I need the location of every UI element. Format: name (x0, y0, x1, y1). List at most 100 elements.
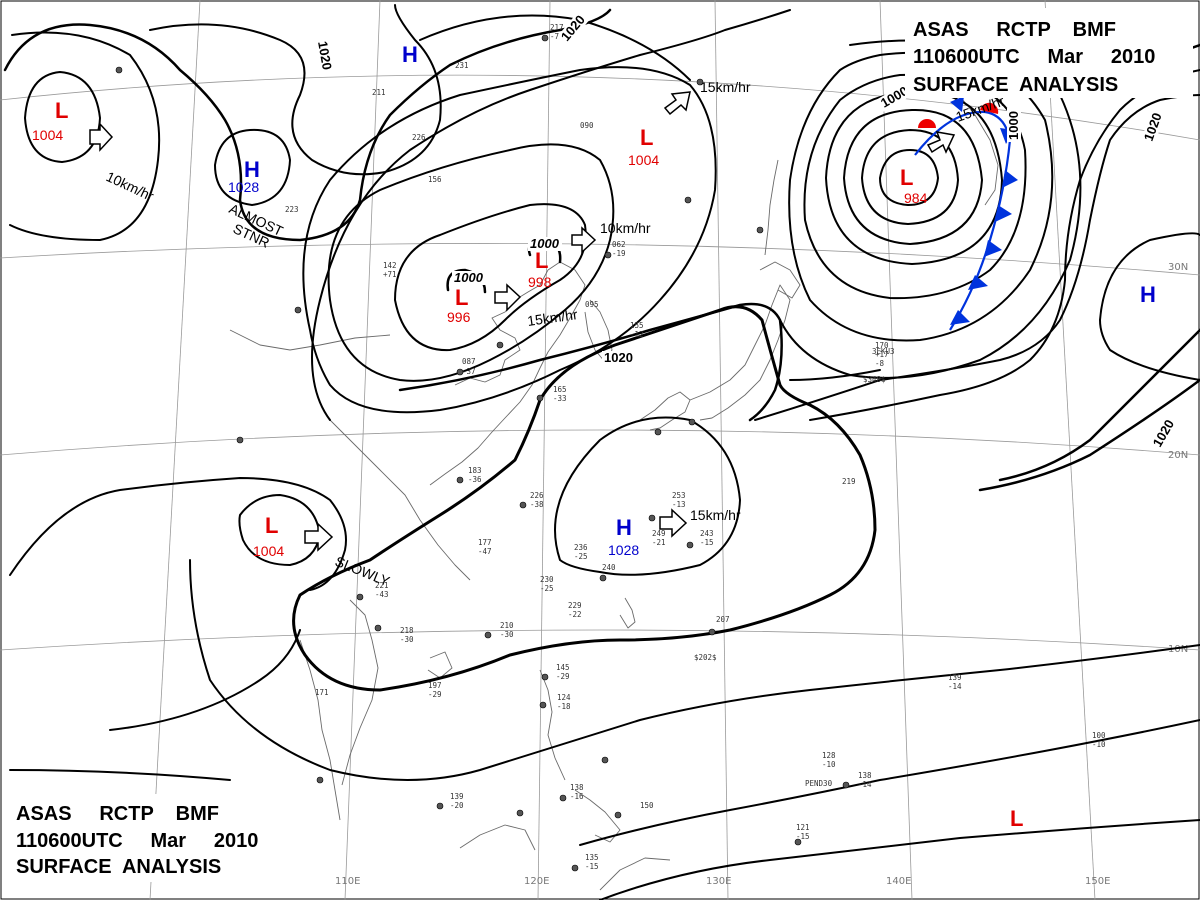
isobar-label: 1000 (454, 270, 484, 285)
station-value: 090 (580, 121, 594, 130)
station-value: 171 (315, 688, 329, 697)
station-value: -37 (462, 367, 476, 376)
motion-arrow-nw: 10km/hr (89, 122, 157, 204)
pressure-center-high-nw: H 1028 (228, 157, 260, 195)
isobar-low-1000-inner (394, 203, 587, 352)
header-top-right: ASAS RCTP BMF 110600UTC Mar 2010 SURFACE… (905, 8, 1193, 98)
pressure-center-low-998: L 998 (528, 248, 552, 290)
isobar-high-1028-inner (554, 416, 741, 576)
pressure-center-high-north: H (402, 42, 418, 67)
pressure-center-high-east: H (1140, 282, 1156, 307)
station-value: -16 (570, 792, 584, 801)
isobar-low-1004-mid (327, 143, 615, 382)
meridian-110e (344, 0, 381, 900)
station-value: 229 (568, 601, 582, 610)
isobar-nw-low-outer (9, 31, 161, 241)
lon-label-110e: 110E (335, 876, 360, 887)
low-symbol: L (55, 98, 68, 123)
header-agency: ASAS RCTP BMF (913, 19, 1116, 41)
high-symbol: H (402, 42, 418, 67)
low-pressure-value: 984 (904, 190, 928, 206)
station-value: -18 (557, 702, 571, 711)
station-value: 100 (1092, 731, 1106, 740)
station-value: -36 (468, 475, 482, 484)
meridian-140e (879, 0, 913, 900)
motion-arrow-south-high: 15km/hr (659, 507, 741, 538)
isobar-south-1016 (109, 629, 301, 731)
low-symbol: L (265, 513, 278, 538)
station-value: 139 (948, 673, 962, 682)
station-value: 223 (285, 205, 299, 214)
meridian-150e (1044, 0, 1096, 900)
lon-label-150e: 150E (1085, 876, 1110, 887)
station-value: 207 (716, 615, 730, 624)
motion-arrow-north: 15km/hr (663, 79, 751, 116)
header-time: 110600UTC Mar 2010 (913, 46, 1155, 68)
isobar-label: 1000 (530, 236, 560, 251)
station-value: -7 (550, 32, 559, 41)
lon-label-130e: 130E (706, 876, 731, 887)
isobar-west-wave (149, 4, 442, 176)
isobar-nw-low-inner (24, 71, 101, 163)
coast-borneo (459, 824, 536, 851)
meridian-100e (149, 0, 201, 900)
isobar-sw-low (238, 494, 321, 566)
pressure-center-low-sw: L 1004 (253, 513, 284, 559)
cold-front-tooth (1002, 170, 1018, 188)
station-value: -10 (822, 760, 836, 769)
pressure-center-low-984: L 984 (900, 165, 928, 206)
motion-speed-label: 15km/hr (690, 507, 741, 523)
low-symbol: L (455, 285, 468, 310)
station-plots: 217 -7 231 211 226 156 223 142 +71 090 0… (115, 23, 1106, 872)
coast-china (429, 261, 586, 486)
motion-speed-label: 10km/hr (104, 168, 157, 204)
station-value: 170 (875, 341, 889, 350)
cold-front-tooth (968, 275, 988, 290)
motion-speed-label: 10km/hr (600, 220, 651, 236)
motion-arrow-998: 10km/hr (571, 220, 651, 254)
isobars (3, 4, 1200, 900)
isobar-label: 1020 (1141, 111, 1165, 143)
station-value: 139 (450, 792, 464, 801)
low-symbol: L (900, 165, 913, 190)
station-value: $348$ (863, 375, 886, 384)
isobar-east-1016 (579, 719, 1200, 846)
station-value: 230 (540, 575, 554, 584)
station-value: 150 (640, 801, 654, 810)
coast-japan-honshu (689, 284, 791, 421)
lat-label-10n: 10N (1168, 644, 1188, 655)
station-value: -30 (500, 630, 514, 639)
isobar-east-high (1099, 232, 1200, 381)
isobar-nw-high (214, 128, 291, 206)
station-value: -33 (553, 394, 567, 403)
high-symbol: H (616, 515, 632, 540)
low-symbol: L (535, 248, 548, 273)
high-pressure-value: 1028 (608, 542, 639, 558)
coast-west-interior (229, 329, 391, 351)
station-value: -30 (400, 635, 414, 644)
header-time: 110600UTC Mar 2010 (16, 830, 258, 852)
motion-arrow-sw-low: SLOWLY (304, 522, 393, 589)
pressure-center-low-se: L (1010, 806, 1023, 831)
station-value: 128 (822, 751, 836, 760)
isobar-label: 1000 (1006, 111, 1021, 140)
meridian-120e (537, 0, 551, 900)
header-product: SURFACE ANALYSIS (913, 74, 1118, 96)
station-value: 219 (842, 477, 856, 486)
cold-front-tooth (950, 310, 970, 325)
coast-thailand (299, 639, 341, 821)
station-value: -25 (540, 584, 554, 593)
station-value: 218 (400, 626, 414, 635)
warm-front-bump (918, 119, 936, 128)
isobar-984-r2 (861, 129, 959, 225)
isobar-south-1012 (189, 559, 1200, 781)
pressure-centers: L 1004 H 1028 H L 1004 L 996 L 998 L 984… (32, 42, 1156, 831)
low-symbol: L (640, 125, 653, 150)
station-value: 121 (796, 823, 810, 832)
station-value: 226 (530, 491, 544, 500)
parallel-20n (0, 429, 1200, 456)
pressure-center-low-996: L 996 (447, 285, 471, 325)
station-value: -29 (556, 672, 570, 681)
cold-front-line (949, 139, 1012, 331)
low-pressure-value: 1004 (628, 152, 659, 168)
